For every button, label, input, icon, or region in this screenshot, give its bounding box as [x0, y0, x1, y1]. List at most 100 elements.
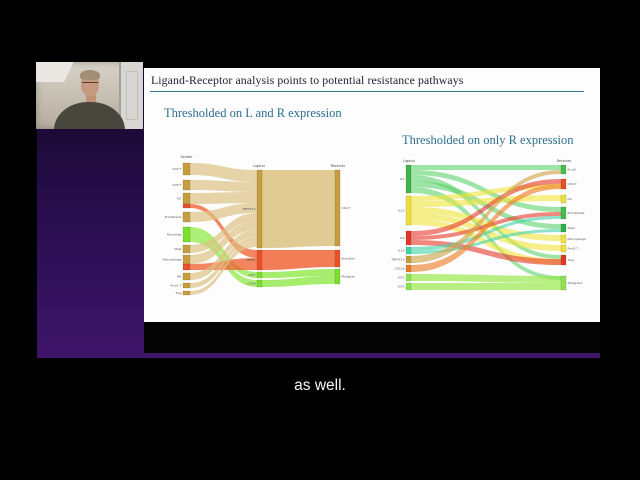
- sankey-node-label: Prolif. T: [568, 247, 579, 251]
- sankey-column-header: Ligand: [253, 164, 264, 168]
- sankey-link: [411, 283, 561, 290]
- sankey-node: [405, 230, 412, 246]
- sankey-node: [182, 254, 191, 265]
- sankey-node-label: Prolif. T: [170, 284, 181, 288]
- sankey-node: [256, 169, 263, 249]
- sankey-node: [182, 282, 191, 289]
- sankey-node-label: Macrophage: [568, 237, 587, 241]
- presenter-neck: [86, 94, 96, 103]
- sankey-node-label: IL10: [398, 249, 404, 253]
- sankey-node: [256, 249, 263, 271]
- left-chart-title: Thresholded on L and R expression: [164, 106, 342, 120]
- sankey-node: [560, 206, 567, 220]
- sankey-node-label: Endothelial: [342, 257, 356, 261]
- sankey-link: [190, 237, 257, 288]
- sankey-node: [560, 164, 567, 175]
- sankey-link: [190, 180, 257, 192]
- sankey-link: [190, 221, 257, 264]
- sankey-node-label: Mast: [568, 226, 576, 230]
- sankey-node-label: Endothelial: [568, 211, 585, 215]
- sankey-node-label: CD4 T: [342, 206, 351, 210]
- sankey-column-header: Sender: [180, 155, 193, 159]
- sankey-node: [560, 234, 567, 244]
- right-chart-title: Thresholded on only R expression: [402, 133, 574, 147]
- sankey-node: [256, 279, 263, 288]
- sankey-node: [182, 244, 191, 254]
- sankey-node-label: B cell: [568, 168, 576, 172]
- sankey-link: [190, 203, 257, 222]
- sankey-node: [182, 162, 191, 176]
- slide-title: Ligand-Receptor analysis points to poten…: [151, 73, 464, 87]
- sankey-node-label: GAS6: [247, 282, 255, 286]
- sankey-link: [262, 276, 335, 287]
- sankey-node-label: VEGFA: [246, 258, 257, 262]
- sankey-column-header: Receiver: [331, 164, 346, 168]
- sankey-node: [405, 164, 412, 194]
- sankey-column-header: Receiver: [557, 159, 572, 163]
- presenter-torso: [54, 101, 125, 129]
- sankey-node-label: IL4: [400, 177, 405, 181]
- sankey-node: [560, 178, 567, 190]
- sankey-node: [334, 169, 341, 247]
- sankey-node: [405, 255, 412, 264]
- sankey-link: [411, 184, 561, 272]
- sankey-link: [190, 192, 257, 204]
- sankey-link: [190, 242, 257, 295]
- sankey-node-label: IGF1: [249, 273, 256, 277]
- sankey-link: [411, 274, 561, 283]
- sankey-diagram-l-and-r: Sender CD4 T CD8 T DC Endothelial Fibroblast M…: [163, 155, 356, 296]
- sankey-node: [182, 179, 191, 191]
- webcam-door: [118, 62, 143, 129]
- sankey-link: [411, 216, 561, 251]
- sankey-node-label: TNFSF12: [241, 207, 255, 211]
- sankey-node-label: DC: [568, 197, 572, 201]
- sankey-node-label: IL6: [400, 236, 405, 240]
- sankey-node: [405, 264, 412, 273]
- title-underline: [150, 91, 584, 92]
- sankey-node: [560, 194, 567, 204]
- sankey-node: [560, 244, 567, 253]
- presenter-hair: [79, 70, 100, 81]
- presenter-glasses: [81, 82, 98, 87]
- sankey-link: [190, 213, 257, 253]
- sankey-node-label: Malignant: [568, 281, 584, 285]
- sankey-node-label: IGF2: [398, 285, 405, 289]
- subtitle-caption: as well.: [294, 377, 346, 394]
- sankey-node-label: IL13: [398, 209, 404, 213]
- presentation-slide: Ligand-Receptor analysis points to poten…: [144, 68, 600, 322]
- sankey-node-label: NK: [177, 275, 182, 279]
- sankey-node-label: CXCL8: [395, 267, 405, 271]
- sankey-diagram-only-r: Ligand IL4 IL13 IL6 IL10 TNFSF13 CXCL8 IGF1 IGF2…: [390, 159, 587, 291]
- sankey-node: [560, 275, 567, 291]
- sankey-node: [182, 263, 191, 271]
- sankey-node: [405, 282, 412, 291]
- sankey-node-label: IGF1: [398, 276, 405, 280]
- sankey-node: [182, 272, 191, 281]
- sankey-node-label: Malignant: [342, 275, 356, 279]
- sankey-link: [411, 195, 561, 207]
- sankey-node-label: Endothelial: [165, 215, 182, 219]
- sankey-node-label: CD4 T: [172, 167, 181, 171]
- sankey-link: [262, 269, 335, 278]
- webcam-video: [36, 62, 143, 129]
- sankey-link: [411, 229, 561, 254]
- sankey-node: [405, 195, 412, 226]
- sankey-link: [411, 170, 561, 263]
- sankey-link: [411, 179, 561, 236]
- sankey-node-label: Treg: [174, 291, 181, 295]
- sankey-node-label: CD8 T: [172, 183, 181, 187]
- slide-letterbox-strip: [144, 322, 600, 353]
- sankey-node-label: TNFSF13: [390, 258, 404, 262]
- sankey-link: [262, 170, 335, 248]
- sankey-node-label: Fibroblast: [167, 233, 182, 237]
- sankey-node: [182, 211, 191, 223]
- sankey-node-label: Macrophage: [163, 258, 182, 262]
- sankey-node: [334, 268, 341, 285]
- sankey-node: [334, 249, 341, 268]
- presenter-head: [79, 70, 100, 97]
- sankey-node-label: Treg: [567, 258, 574, 262]
- sankey-node: [560, 254, 567, 266]
- sankey-node: [182, 192, 191, 205]
- sankey-node-label: Mast: [174, 247, 182, 251]
